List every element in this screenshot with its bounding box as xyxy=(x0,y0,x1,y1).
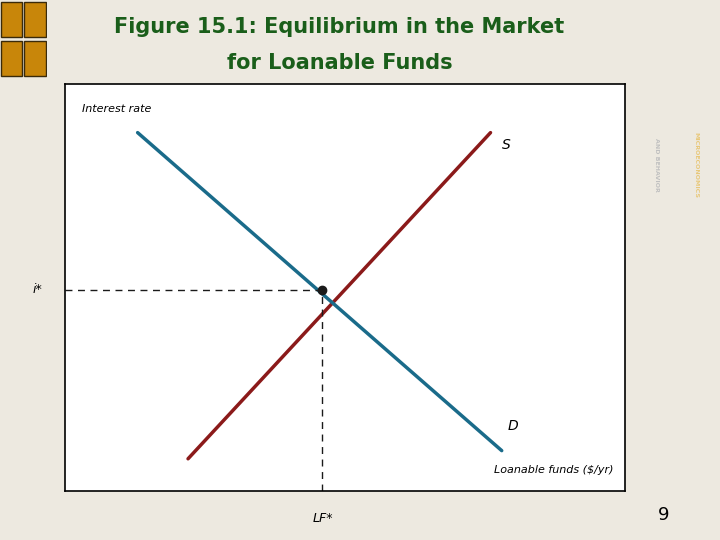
Text: i*: i* xyxy=(32,283,42,296)
Bar xyxy=(24,2,46,37)
Text: Loanable funds ($/yr): Loanable funds ($/yr) xyxy=(494,465,613,475)
Text: D: D xyxy=(508,419,518,433)
Text: S: S xyxy=(502,138,510,152)
Text: 9: 9 xyxy=(658,506,670,524)
Text: Figure 15.1: Equilibrium in the Market: Figure 15.1: Equilibrium in the Market xyxy=(114,17,564,37)
Text: for Loanable Funds: for Loanable Funds xyxy=(227,52,452,73)
Text: Interest rate: Interest rate xyxy=(81,104,151,114)
Text: MICROECONOMICS: MICROECONOMICS xyxy=(693,132,698,198)
Text: AND BEHAVIOR: AND BEHAVIOR xyxy=(654,138,660,192)
Bar xyxy=(24,42,46,76)
Text: LF*: LF* xyxy=(312,512,333,525)
Bar xyxy=(1,2,22,37)
Bar xyxy=(1,42,22,76)
